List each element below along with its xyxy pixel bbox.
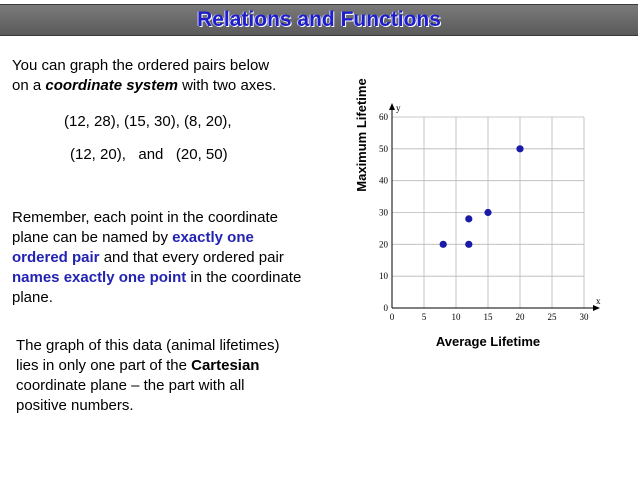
data-point [465, 215, 473, 223]
data-point [484, 208, 492, 217]
intro-line-2: on a coordinate system with two axes. [12, 76, 276, 96]
intro-line-1: You can graph the ordered pairs below [12, 57, 270, 74]
graph-note-line-1: The graph of this data (animal lifetimes… [16, 337, 280, 354]
x-tick-label: 25 [548, 312, 558, 322]
remember-line-2-a: plane can be named by [12, 229, 173, 246]
data-point [439, 240, 447, 248]
intro-line-2-a: on a [12, 77, 46, 94]
y-tick-label: 50 [379, 144, 389, 154]
pairs-line-2: (12, 20), and (20, 50) [70, 146, 228, 163]
x-axis-label: Average Lifetime [435, 334, 541, 349]
chart-ticks: 0 5 10 15 20 25 30 0 10 20 30 40 50 60 [379, 112, 589, 322]
x-tick-label: 30 [580, 312, 590, 322]
remember-line-1: Remember, each point in the coordinate [12, 209, 278, 226]
graph-note-line-3: coordinate plane – the part with all [16, 377, 245, 394]
y-axis-arrow [389, 103, 395, 110]
graph-note-line-2-a: lies in only one part of the [16, 357, 192, 374]
remember-accent-3: names exactly one point [12, 269, 187, 286]
x-tick-label: 10 [452, 312, 462, 322]
remember-line-3-b: and that every ordered pair [99, 249, 284, 266]
data-point [465, 240, 473, 248]
remember-line-4-b: in the coordinate [186, 269, 302, 286]
graph-note-line-4: positive numbers. [16, 397, 134, 414]
remember-accent-1: exactly one [172, 229, 254, 246]
y-axis-label: Maximum Lifetime [354, 78, 369, 192]
x-tick-label: 20 [516, 312, 526, 322]
graph-note-emphasis: Cartesian [191, 357, 260, 374]
y-tick-label: 0 [384, 303, 389, 313]
graph-note-line-2: lies in only one part of the Cartesian [16, 356, 279, 376]
x-axis-letter: x [596, 296, 601, 306]
remember-line-2: plane can be named by exactly one [12, 228, 301, 248]
pairs-line-1: (12, 28), (15, 30), (8, 20), [64, 113, 232, 130]
data-point [516, 145, 524, 153]
x-tick-label: 15 [484, 312, 494, 322]
x-tick-label: 0 [390, 312, 395, 322]
x-tick-label: 5 [422, 312, 427, 322]
y-tick-label: 20 [379, 239, 389, 249]
intro-line-2-c: with two axes. [177, 77, 277, 94]
intro-text: You can graph the ordered pairs below on… [12, 56, 276, 96]
y-tick-label: 10 [379, 271, 389, 281]
y-tick-label: 40 [379, 176, 389, 186]
slide-title: Relations and Functions [197, 8, 441, 31]
chart-points [439, 145, 524, 248]
y-axis-letter: y [396, 103, 401, 113]
y-tick-label: 30 [379, 208, 389, 218]
y-tick-label: 60 [379, 112, 389, 122]
chart-axes: xy [389, 103, 601, 311]
remember-accent-2: ordered pair [12, 249, 100, 266]
remember-line-5: plane. [12, 289, 53, 306]
x-axis-arrow [593, 305, 600, 311]
remember-text: Remember, each point in the coordinate p… [12, 208, 301, 308]
graph-note: The graph of this data (animal lifetimes… [16, 336, 279, 416]
title-bar: Relations and Functions [0, 4, 638, 36]
remember-line-3: ordered pair and that every ordered pair [12, 248, 301, 268]
intro-emphasis: coordinate system [45, 77, 178, 94]
remember-line-4: names exactly one point in the coordinat… [12, 268, 301, 288]
